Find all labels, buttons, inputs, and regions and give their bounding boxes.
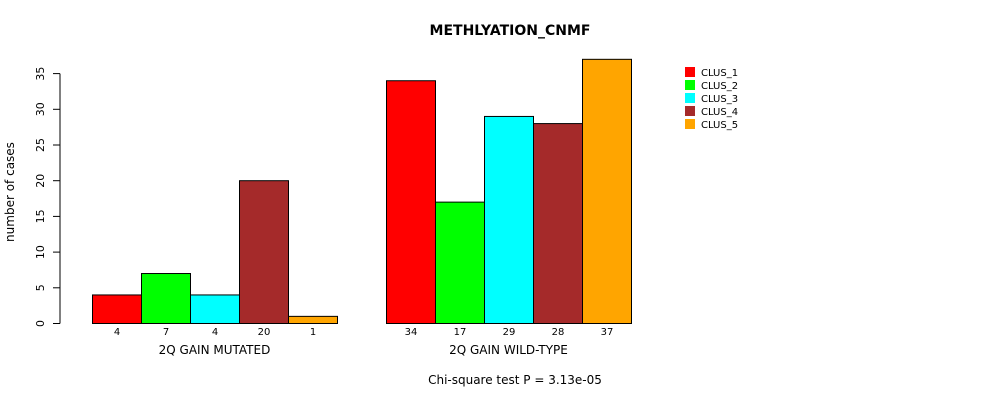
legend-label: CLUS_3	[701, 94, 738, 105]
bar-count-label: 29	[503, 327, 516, 338]
y-axis-label: number of cases	[3, 142, 17, 242]
y-axis: 0 5 10 15 20 25 30 35	[34, 67, 61, 327]
y-tick-label: 10	[34, 245, 47, 259]
bar-clus-5	[288, 315, 338, 324]
legend-swatch	[685, 106, 695, 116]
chi-square-footnote: Chi-square test P = 3.13e-05	[428, 373, 602, 387]
y-tick-label: 20	[34, 174, 47, 188]
bar-count-label: 1	[310, 327, 316, 338]
group-label: 2Q GAIN WILD-TYPE	[449, 343, 568, 357]
y-tick-label: 35	[34, 67, 47, 81]
legend: CLUS_1 CLUS_2 CLUS_3 CLUS_4 CLUS_5	[685, 67, 738, 131]
bar-count-label: 20	[258, 327, 271, 338]
bar-clus-5	[582, 58, 632, 324]
y-tick-label: 5	[34, 284, 47, 291]
bar-count-label: 7	[163, 327, 169, 338]
bar-clus-4	[533, 123, 583, 324]
legend-swatch	[685, 93, 695, 103]
group-labels: 2Q GAIN MUTATED 2Q GAIN WILD-TYPE	[159, 343, 568, 357]
bar-clus-1	[386, 80, 436, 324]
y-tick-label: 25	[34, 138, 47, 152]
bar-clus-1	[92, 294, 142, 325]
legend-label: CLUS_2	[701, 81, 738, 92]
bars: 4 7 4 20 1 34 17 29 28 37	[92, 58, 632, 338]
bar-count-label: 4	[114, 327, 120, 338]
legend-swatch	[685, 119, 695, 129]
bar-count-label: 37	[601, 327, 614, 338]
y-tick-label: 15	[34, 209, 47, 223]
bar-clus-4	[239, 180, 289, 324]
legend-label: CLUS_1	[701, 68, 738, 79]
bar-clus-2	[435, 201, 485, 324]
legend-label: CLUS_4	[701, 107, 738, 118]
bar-count-label: 34	[405, 327, 418, 338]
bar-clus-2	[141, 273, 191, 324]
bar-clus-3	[484, 115, 534, 324]
chart-title: METHLYATION_CNMF	[430, 23, 591, 39]
bar-clus-3	[190, 294, 240, 325]
bar-count-label: 28	[552, 327, 565, 338]
group-label: 2Q GAIN MUTATED	[159, 343, 271, 357]
bar-count-label: 17	[454, 327, 467, 338]
legend-label: CLUS_5	[701, 120, 738, 131]
legend-swatch	[685, 80, 695, 90]
bar-count-label: 4	[212, 327, 218, 338]
y-tick-label: 0	[34, 320, 47, 327]
legend-swatch	[685, 67, 695, 77]
y-tick-label: 30	[34, 102, 47, 116]
